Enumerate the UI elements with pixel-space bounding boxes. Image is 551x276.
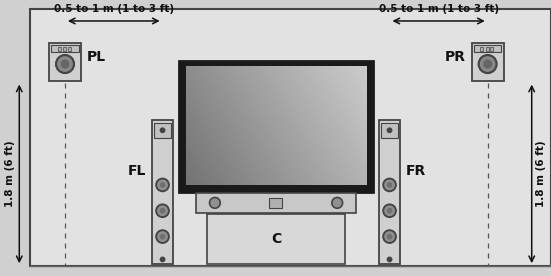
Bar (154, 123, 171, 138)
Bar (68, 47, 71, 51)
Circle shape (387, 209, 392, 213)
Bar (196, 193, 356, 213)
Bar (474, 45, 501, 52)
Bar (490, 47, 493, 51)
Text: 0.5 to 1 m (1 to 3 ft): 0.5 to 1 m (1 to 3 ft) (379, 4, 499, 14)
Circle shape (156, 178, 169, 192)
Circle shape (156, 230, 169, 243)
Text: PL: PL (87, 51, 106, 64)
Circle shape (385, 206, 394, 216)
Circle shape (332, 197, 343, 208)
Circle shape (385, 232, 394, 241)
Circle shape (61, 60, 69, 68)
Circle shape (484, 60, 491, 68)
Text: FR: FR (406, 164, 426, 177)
Text: C: C (271, 232, 281, 246)
Circle shape (160, 128, 165, 132)
Circle shape (383, 230, 396, 243)
Bar (152, 120, 173, 264)
Circle shape (383, 178, 396, 192)
Bar (63, 47, 66, 51)
Circle shape (385, 180, 394, 190)
Circle shape (209, 197, 220, 208)
Circle shape (480, 57, 495, 71)
Circle shape (56, 55, 74, 73)
Bar (51, 45, 79, 52)
Text: FL: FL (128, 164, 146, 177)
Circle shape (160, 234, 165, 239)
Circle shape (387, 183, 392, 187)
Circle shape (58, 57, 72, 71)
Circle shape (158, 232, 168, 241)
Bar (58, 47, 61, 51)
Bar (179, 61, 373, 192)
Bar (381, 123, 398, 138)
Circle shape (478, 55, 497, 73)
Text: PR: PR (445, 51, 466, 64)
Circle shape (387, 257, 392, 262)
Bar (480, 47, 483, 51)
Circle shape (156, 204, 169, 217)
Bar (207, 214, 345, 264)
Circle shape (160, 209, 165, 213)
Circle shape (160, 257, 165, 262)
Bar (49, 43, 81, 81)
Text: 1.8 m (6 ft): 1.8 m (6 ft) (536, 140, 546, 207)
Bar (379, 120, 400, 264)
Bar (486, 47, 489, 51)
Circle shape (383, 204, 396, 217)
Circle shape (333, 199, 341, 207)
Circle shape (158, 180, 168, 190)
Circle shape (158, 206, 168, 216)
Text: 0.5 to 1 m (1 to 3 ft): 0.5 to 1 m (1 to 3 ft) (53, 4, 174, 14)
Circle shape (160, 183, 165, 187)
Circle shape (387, 128, 392, 132)
Bar (269, 198, 282, 208)
Circle shape (211, 199, 219, 207)
Circle shape (387, 234, 392, 239)
Text: 1.8 m (6 ft): 1.8 m (6 ft) (5, 140, 15, 207)
Bar (472, 43, 504, 81)
